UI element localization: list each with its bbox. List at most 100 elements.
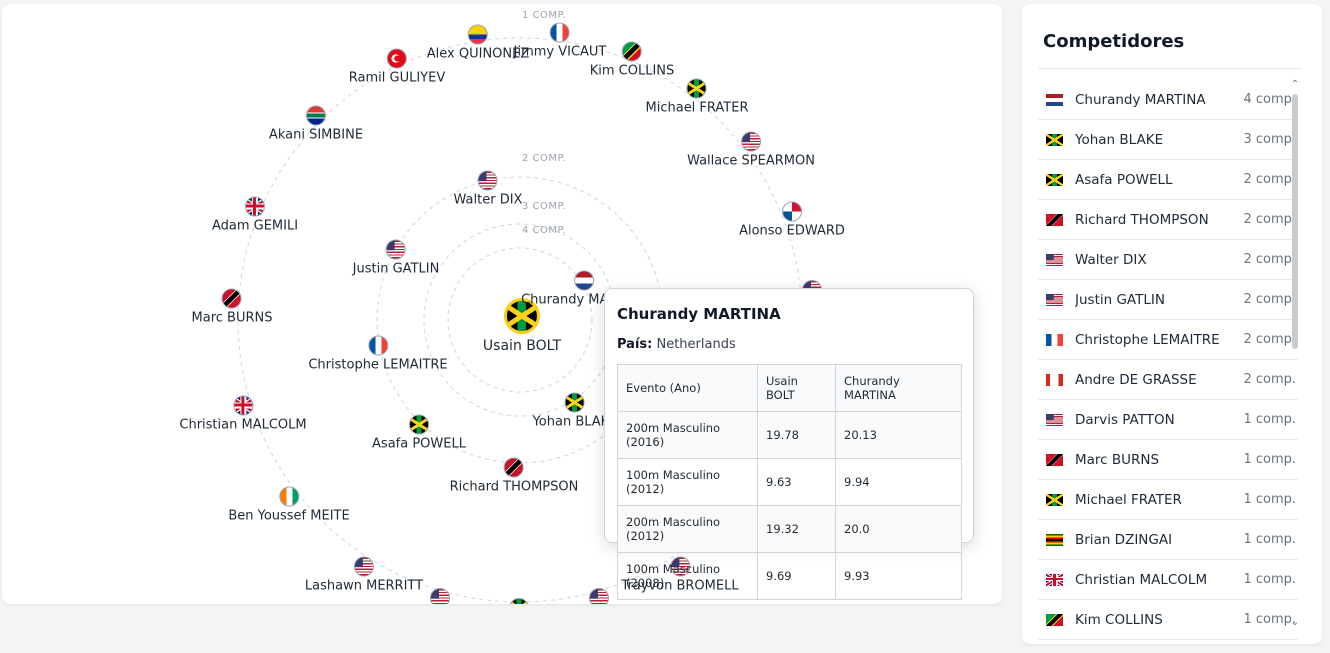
country-flag-icon	[565, 392, 585, 413]
competitor-node[interactable]: Kim COLLINS	[590, 41, 674, 79]
chevron-down-icon[interactable]: ⌄	[1290, 617, 1300, 628]
competitor-name: Christophe LEMAITRE	[1075, 331, 1220, 348]
competition-count: 2 comp.	[1243, 372, 1296, 387]
competitor-node-name: Alex QUINONEZ	[426, 46, 530, 62]
competition-count: 2 comp.	[1243, 332, 1296, 347]
ring-label-1: 1 COMP.	[522, 10, 566, 21]
list-scrollbar[interactable]: ⌃ ⌄	[1290, 80, 1300, 628]
competitor-node-name: Asafa POWELL	[372, 436, 466, 452]
header-bolt: Usain BOLT	[757, 364, 836, 412]
ring-label-2: 2 COMP.	[522, 153, 566, 164]
cell-bolt: 19.32	[757, 505, 836, 553]
center-athlete-node[interactable]: Usain BOLT	[483, 298, 561, 354]
country-flag-icon	[1046, 333, 1063, 346]
list-item[interactable]: Walter DIX 2 comp.	[1038, 240, 1298, 280]
country-flag-icon	[589, 588, 609, 604]
tooltip-country-value: Netherlands	[656, 337, 736, 352]
list-item[interactable]: Justin GATLIN 2 comp.	[1038, 280, 1298, 320]
competitor-name: Yohan BLAKE	[1075, 131, 1164, 148]
competitor-node[interactable]: Walter DIX	[454, 170, 522, 208]
country-flag-icon	[478, 170, 498, 191]
scroll-thumb[interactable]	[1292, 94, 1298, 349]
list-item[interactable]: Christophe LEMAITRE 2 comp.	[1038, 320, 1298, 360]
competitor-node[interactable]: Richard THOMPSON	[449, 457, 579, 495]
competitor-node[interactable]: Christophe LEMAITRE	[308, 335, 448, 373]
list-item[interactable]: Churandy MARTINA 4 comp.	[1038, 80, 1298, 120]
competitor-node[interactable]: Marc BURNS	[191, 288, 273, 326]
competitor-node[interactable]	[589, 588, 609, 604]
competition-count: 2 comp.	[1243, 292, 1296, 307]
country-flag-icon	[504, 457, 524, 478]
competitor-node[interactable]: Lashawn MERRITT	[305, 556, 423, 594]
country-flag-icon	[1046, 133, 1063, 146]
competitor-node[interactable]	[430, 588, 450, 604]
competitor-list[interactable]: Churandy MARTINA 4 comp. Yohan BLAKE 3 comp…	[1038, 80, 1298, 640]
competitor-name: Justin GATLIN	[1075, 291, 1165, 308]
cell-event: 200m Masculino (2016)	[617, 411, 758, 459]
table-row: 100m Masculino (2008) 9.69 9.93	[617, 552, 962, 600]
competitor-name: Asafa POWELL	[1075, 171, 1173, 188]
list-item[interactable]: Brian DZINGAI 1 comp.	[1038, 520, 1298, 560]
list-item[interactable]: Kim COLLINS 1 comp.	[1038, 600, 1298, 640]
table-row: 100m Masculino (2012) 9.63 9.94	[617, 458, 962, 506]
list-item[interactable]: Richard THOMPSON 2 comp.	[1038, 200, 1298, 240]
country-flag-icon	[509, 598, 529, 604]
country-flag-icon	[354, 556, 374, 577]
country-flag-icon	[386, 48, 407, 69]
cell-event: 100m Masculino (2012)	[617, 458, 758, 506]
competitor-node[interactable]: Ben Youssef MEITE	[228, 486, 350, 524]
competitor-node[interactable]: Alex QUINONEZ	[426, 24, 530, 62]
country-flag-icon	[279, 486, 299, 507]
cell-martina: 20.0	[835, 505, 962, 553]
competitor-node-name: Ramil GULIYEV	[348, 70, 446, 86]
list-item[interactable]: Marc BURNS 1 comp.	[1038, 440, 1298, 480]
competitor-node-name: Jimmy VICAUT	[513, 44, 607, 60]
competitor-node[interactable]: Adam GEMILI	[212, 196, 298, 234]
competitor-node[interactable]: Alonso EDWARD	[739, 201, 845, 239]
competition-count: 1 comp.	[1243, 572, 1296, 587]
competitor-node[interactable]: Christian MALCOLM	[179, 395, 307, 433]
list-item[interactable]: Asafa POWELL 2 comp.	[1038, 160, 1298, 200]
country-flag-icon	[1046, 373, 1063, 386]
competitor-tooltip: Churandy MARTINA País: Netherlands Event…	[604, 288, 974, 600]
competitor-node[interactable]	[509, 598, 529, 604]
competitor-node[interactable]: Michael FRATER	[646, 78, 748, 116]
country-flag-icon	[430, 588, 450, 604]
competitor-node[interactable]: Jimmy VICAUT	[513, 22, 607, 60]
competitor-node-name: Christian MALCOLM	[179, 417, 307, 433]
competitor-node-name: Akani SIMBINE	[268, 127, 364, 143]
competitor-node[interactable]: Asafa POWELL	[372, 414, 466, 452]
list-item[interactable]: Darvis PATTON 1 comp.	[1038, 400, 1298, 440]
cell-bolt: 9.69	[757, 552, 836, 600]
country-flag-icon	[1046, 173, 1063, 186]
list-item[interactable]: Andre DE GRASSE 2 comp.	[1038, 360, 1298, 400]
center-athlete-name: Usain BOLT	[482, 338, 562, 354]
chevron-up-icon[interactable]: ⌃	[1290, 79, 1300, 90]
ring-label-4: 4 COMP.	[522, 225, 566, 236]
competitor-name: Marc BURNS	[1075, 451, 1160, 468]
panel-title: Competidores	[1043, 31, 1185, 52]
country-flag-icon	[368, 335, 388, 356]
competitor-node[interactable]: Akani SIMBINE	[268, 105, 364, 143]
country-flag-icon	[1046, 293, 1063, 306]
country-flag-icon	[385, 239, 406, 260]
table-row: 200m Masculino (2012) 19.32 20.0	[617, 505, 962, 553]
country-flag-icon	[1046, 493, 1063, 506]
competitor-name: Michael FRATER	[1075, 491, 1182, 508]
country-flag-icon	[1046, 613, 1063, 626]
competitor-node-name: Richard THOMPSON	[449, 479, 579, 495]
competitor-node[interactable]: Ramil GULIYEV	[348, 48, 446, 86]
jamaica-flag-icon	[503, 298, 540, 334]
country-flag-icon	[782, 201, 802, 222]
competitor-node[interactable]: Yohan BLAKE	[533, 392, 617, 430]
cell-event: 100m Masculino (2008)	[617, 552, 758, 600]
list-item[interactable]: Christian MALCOLM 1 comp.	[1038, 560, 1298, 600]
competitor-node-name: Marc BURNS	[191, 310, 273, 326]
list-item[interactable]: Yohan BLAKE 3 comp.	[1038, 120, 1298, 160]
country-flag-icon	[1046, 413, 1063, 426]
country-flag-icon	[409, 414, 429, 435]
list-item[interactable]: Michael FRATER 1 comp.	[1038, 480, 1298, 520]
competition-count: 3 comp.	[1243, 132, 1296, 147]
competitor-node[interactable]: Justin GATLIN	[353, 239, 439, 277]
competitor-node[interactable]: Wallace SPEARMON	[687, 131, 815, 169]
